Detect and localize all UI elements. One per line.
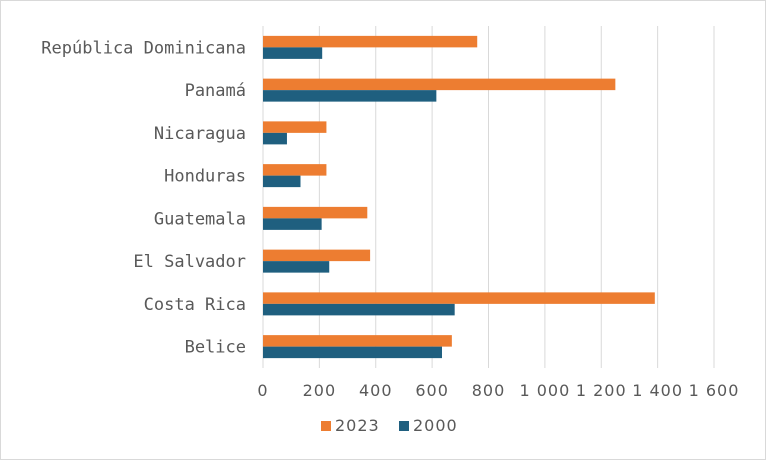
legend-swatch-2023 [321,421,331,431]
bar-2023 [263,164,327,176]
x-tick-label: 400 [359,381,393,400]
x-tick-label: 0 [257,381,268,400]
bar-2023 [263,335,452,347]
category-label: Costa Rica [144,295,246,315]
bar-2000 [263,346,442,359]
x-tick-label: 600 [415,381,449,400]
bar-2023 [263,206,368,219]
bar-2000 [263,90,437,102]
bar-2023 [263,121,327,133]
x-tick-label: 1 200 [576,381,627,400]
bar-2023 [263,78,616,91]
legend-swatch-2000 [399,421,409,431]
x-tick-label: 800 [472,381,506,400]
bar-2000 [263,47,323,59]
legend-label-2000: 2000 [413,416,458,435]
x-tick-label: 1 000 [519,381,570,400]
x-tick-label: 1 400 [632,381,683,400]
bar-2000 [263,261,330,273]
bar-2023 [263,35,478,48]
x-tick-label: 1 600 [689,381,740,400]
category-label: República Dominicana [41,38,246,58]
bar-2000 [263,303,455,316]
category-label: Panamá [185,81,246,101]
category-label: Guatemala [154,209,246,229]
bar-2000 [263,132,287,145]
category-label: Nicaragua [154,124,246,144]
category-label: Belice [185,338,246,358]
bar-2000 [263,218,322,230]
legend-label-2023: 2023 [335,416,380,435]
bar-2023 [263,249,371,262]
bar-2023 [263,292,655,304]
category-label: El Salvador [133,252,246,272]
bar-2000 [263,175,301,188]
category-label: Honduras [164,167,246,187]
x-tick-label: 200 [303,381,337,400]
